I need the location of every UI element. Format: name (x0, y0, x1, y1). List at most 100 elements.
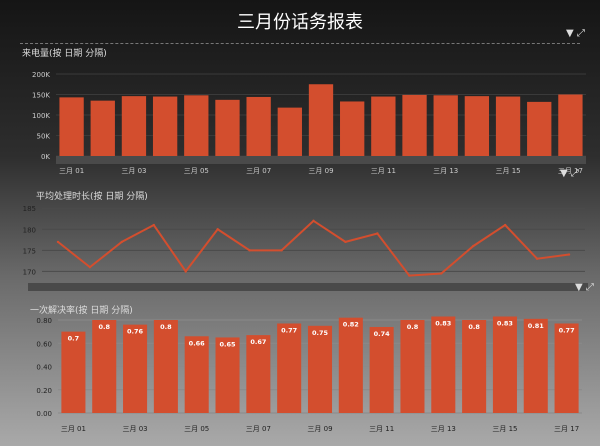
y-tick-label: 0.40 (36, 364, 52, 372)
filter-icon[interactable]: ▼ (566, 28, 574, 39)
y-tick-label: 180 (23, 226, 36, 234)
data-label: 0.8 (407, 323, 419, 331)
expand-icon[interactable]: ⤢ (576, 28, 585, 39)
data-label: 0.65 (220, 340, 237, 348)
bar (527, 101, 552, 156)
data-label: 0.67 (250, 338, 266, 346)
bar (184, 336, 209, 413)
data-label: 0.7 (68, 335, 80, 343)
data-point (56, 240, 60, 244)
bar (558, 94, 583, 156)
data-label: 0.66 (189, 339, 206, 347)
x-tick-label: 三月 07 (246, 167, 271, 175)
bar (123, 324, 148, 413)
bar (340, 101, 365, 156)
x-tick-label: 三月 05 (184, 425, 209, 433)
bar (90, 100, 115, 156)
data-point (120, 240, 124, 244)
data-point (472, 244, 475, 248)
data-point (312, 219, 315, 223)
bar (433, 95, 458, 156)
y-tick-label: 50K (37, 133, 51, 141)
chart2-toolbar: ▼ ⤢ (560, 168, 579, 179)
x-tick-label: 三月 03 (121, 167, 146, 175)
data-point (184, 270, 187, 273)
chart2-title: 平均处理时长(按 日期 分隔) (36, 192, 148, 202)
bar (523, 318, 548, 413)
x-tick-label: 三月 15 (495, 167, 520, 175)
bar (338, 317, 363, 413)
data-point (152, 223, 155, 227)
chart1-scrollbar[interactable] (56, 156, 586, 164)
bar (61, 331, 86, 413)
data-label: 0.8 (468, 323, 480, 331)
y-tick-label: 0.60 (36, 340, 52, 348)
data-label: 0.74 (374, 330, 391, 338)
filter-icon[interactable]: ▼ (560, 168, 568, 179)
data-label: 0.82 (343, 321, 359, 329)
bar (152, 96, 178, 156)
bar (464, 96, 490, 156)
chart2-scrollbar[interactable] (28, 283, 588, 291)
x-tick-label: 三月 15 (492, 425, 517, 433)
data-point (344, 240, 347, 244)
x-tick-label: 三月 11 (371, 167, 396, 175)
bar (215, 99, 240, 156)
data-label: 0.76 (127, 328, 144, 336)
data-label: 0.77 (559, 326, 575, 334)
y-tick-label: 0.80 (36, 317, 52, 325)
expand-icon[interactable]: ⤢ (585, 282, 594, 293)
bar (153, 320, 178, 413)
chart1-toolbar: ▼ ⤢ (566, 28, 585, 39)
fcr-bar-chart: 0.00 0.20 0.40 0.60 0.80 三月 01 三月 03 三月 05 三月 07… (36, 316, 582, 433)
y-tick-label: 0.00 (36, 410, 52, 418)
chart3-title: 一次解决率(按 日期 分隔) (30, 306, 133, 316)
y-tick-label: 185 (23, 205, 36, 213)
bar (495, 96, 521, 156)
calls-bar-chart: 0K 50K 100K 150K 200K 三月 01 三月 03 三月 05 三月 07 三月 … (32, 71, 586, 175)
data-point (88, 265, 92, 269)
bar (369, 326, 394, 413)
bar (121, 96, 147, 156)
filter-icon[interactable]: ▼ (575, 282, 583, 293)
report-title: 三月份话务报表 (237, 12, 363, 33)
bar (462, 320, 487, 413)
chart1-title: 来电量(按 日期 分隔) (22, 49, 107, 59)
y-tick-label: 0K (41, 153, 50, 161)
bar (277, 107, 302, 156)
x-tick-label: 三月 11 (369, 425, 394, 433)
y-tick-label: 175 (23, 247, 36, 255)
expand-icon[interactable]: ⤢ (570, 168, 579, 179)
bar (277, 323, 302, 413)
x-tick-label: 三月 09 (307, 425, 332, 433)
x-tick-label: 三月 17 (558, 167, 583, 175)
bar (308, 84, 334, 156)
data-point (248, 249, 251, 252)
bar (59, 97, 84, 156)
x-tick-label: 三月 03 (122, 425, 147, 433)
data-point (280, 249, 283, 252)
data-label: 0.81 (528, 322, 545, 330)
bar (246, 335, 271, 413)
data-point (376, 232, 379, 235)
data-point (535, 257, 539, 260)
x-tick-label: 三月 17 (554, 425, 579, 433)
x-tick-label: 三月 07 (246, 425, 271, 433)
x-tick-label: 三月 05 (184, 167, 209, 175)
bar (246, 96, 271, 156)
x-tick-label: 三月 01 (59, 167, 84, 175)
data-point (216, 228, 219, 231)
y-tick-label: 100K (32, 112, 50, 120)
y-tick-label: 170 (23, 268, 36, 276)
y-tick-label: 200K (32, 71, 50, 79)
bar (402, 94, 427, 156)
x-tick-label: 三月 13 (431, 425, 456, 433)
bar (92, 320, 117, 413)
data-label: 0.83 (497, 320, 513, 328)
x-tick-label: 三月 01 (61, 425, 86, 433)
x-tick-label: 三月 09 (308, 167, 333, 175)
data-label: 0.8 (160, 323, 172, 331)
data-point (503, 223, 507, 227)
chart3-toolbar: ▼ ⤢ (575, 282, 594, 293)
bar (184, 95, 209, 156)
